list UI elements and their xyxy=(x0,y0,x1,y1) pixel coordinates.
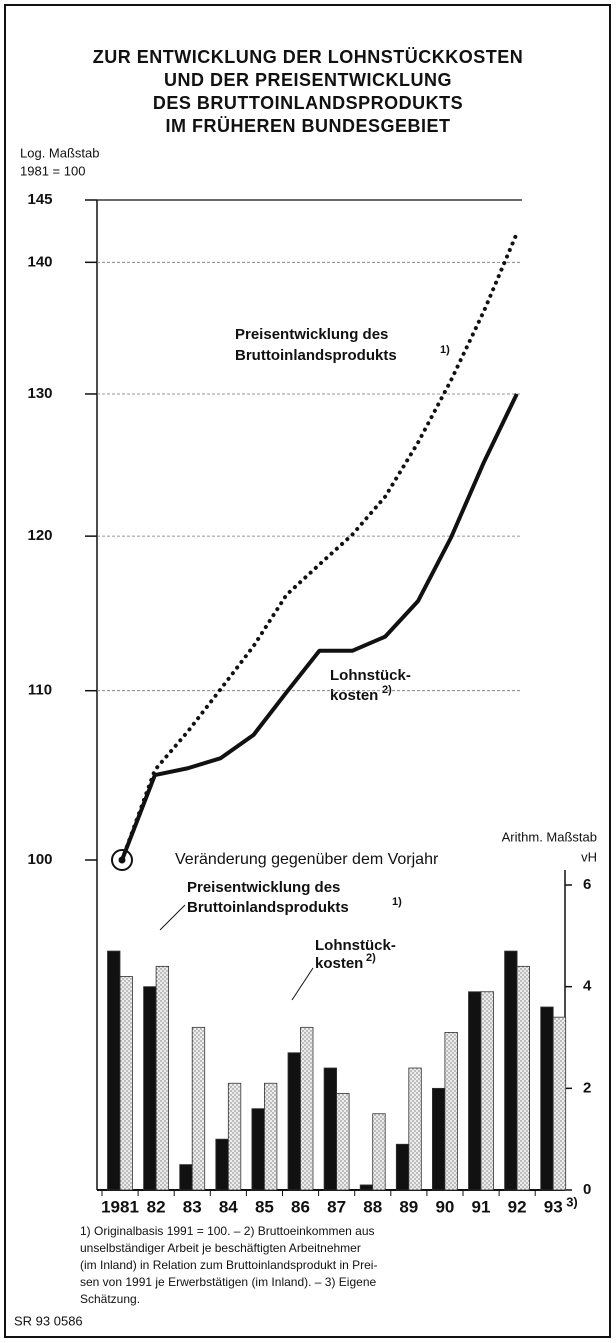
leader xyxy=(159,904,186,931)
x-tick-label: 87 xyxy=(327,1197,346,1216)
bar xyxy=(215,1138,229,1191)
y-tick-label: 120 xyxy=(27,527,52,544)
x-tick-label: 82 xyxy=(147,1197,166,1216)
x-tick-label: 93 xyxy=(544,1197,563,1216)
annotation-note: 2) xyxy=(366,952,376,964)
title-line: DES BRUTTOINLANDSPRODUKTS xyxy=(153,93,463,113)
bar xyxy=(287,1052,301,1191)
annotation: Lohnstück- xyxy=(315,937,396,954)
footnote-line: Schätzung. xyxy=(80,1292,140,1306)
annotation-note: 2) xyxy=(382,684,392,696)
annotation: Lohnstück- xyxy=(330,667,411,684)
bar xyxy=(300,1026,314,1191)
y-tick-label: 140 xyxy=(27,253,52,270)
annotation-note: 1) xyxy=(440,344,450,356)
y-tick-label: 0 xyxy=(583,1181,591,1198)
leader xyxy=(291,967,314,1001)
bar xyxy=(191,1026,206,1191)
bar xyxy=(359,1184,374,1191)
bar xyxy=(540,1006,554,1191)
scale-label: Log. Maßstab xyxy=(20,145,100,160)
scale-label: 1981 = 100 xyxy=(20,163,85,178)
title-line: IM FRÜHEREN BUNDESGEBIET xyxy=(165,116,450,136)
frame xyxy=(4,4,611,1338)
footnote-line: unselbständiger Arbeit je beschäftigten … xyxy=(80,1241,361,1255)
annotation: kosten xyxy=(315,955,363,972)
annotation: Preisentwicklung des xyxy=(235,326,388,343)
source: SR 93 0586 xyxy=(14,1313,83,1328)
x-tick-note: 3) xyxy=(566,1194,578,1209)
title-line: ZUR ENTWICKLUNG DER LOHNSTÜCKKOSTEN xyxy=(93,47,523,67)
bar xyxy=(227,1082,242,1191)
bar xyxy=(107,950,121,1191)
x-tick-label: 83 xyxy=(183,1197,202,1216)
bar xyxy=(372,1113,386,1191)
bar xyxy=(468,991,482,1191)
bar xyxy=(323,1067,338,1191)
title-line: UND DER PREISENTWICKLUNG xyxy=(164,70,452,90)
bar xyxy=(155,965,170,1191)
bar xyxy=(431,1087,446,1191)
y-tick-label: 2 xyxy=(583,1079,591,1096)
annotation: Bruttoinlandsprodukts xyxy=(235,347,397,364)
annotation: Bruttoinlandsprodukts xyxy=(187,899,349,916)
annotation: Preisentwicklung des xyxy=(187,879,340,896)
bar xyxy=(552,1016,567,1191)
x-tick-label: 91 xyxy=(472,1197,491,1216)
y-tick-label: 100 xyxy=(27,851,52,868)
x-tick-label: 85 xyxy=(255,1197,274,1216)
bar xyxy=(263,1082,278,1191)
x-tick-label: 1981 xyxy=(101,1197,139,1216)
footnote-line: (im Inland) in Relation zum Bruttoinland… xyxy=(80,1258,377,1272)
y-tick-label: 6 xyxy=(583,876,591,893)
x-tick-label: 88 xyxy=(363,1197,382,1216)
footnote-line: sen von 1991 je Erwerbstätigen (im Inlan… xyxy=(80,1275,376,1289)
y-tick-label: 130 xyxy=(27,385,52,402)
annotation-note: 1) xyxy=(392,896,402,908)
x-tick-label: 89 xyxy=(399,1197,418,1216)
y-tick-label: 110 xyxy=(28,682,52,699)
scale-label: vH xyxy=(581,849,597,864)
footnote-line: 1) Originalbasis 1991 = 100. – 2) Brutto… xyxy=(80,1224,375,1238)
y-tick-label: 4 xyxy=(583,978,592,995)
bar xyxy=(504,950,518,1191)
footnotes: 1) Originalbasis 1991 = 100. – 2) Brutto… xyxy=(80,1224,377,1306)
bar xyxy=(408,1067,422,1191)
bar xyxy=(516,965,530,1191)
x-tick-label: 84 xyxy=(219,1197,238,1216)
x-tick-label: 92 xyxy=(508,1197,527,1216)
scale-label: Arithm. Maßstab xyxy=(502,829,597,844)
annotation: kosten xyxy=(330,687,378,704)
y-tick-label: 145 xyxy=(27,191,52,208)
bar xyxy=(251,1108,265,1191)
bar xyxy=(444,1032,458,1191)
bar xyxy=(395,1143,410,1191)
base-label: Veränderung gegenüber dem Vorjahr xyxy=(175,851,439,868)
x-tick-label: 90 xyxy=(435,1197,454,1216)
series-line xyxy=(120,231,519,862)
bar xyxy=(480,991,494,1191)
bar xyxy=(179,1164,193,1191)
bar xyxy=(119,976,133,1191)
bar xyxy=(336,1093,350,1191)
bar xyxy=(143,986,157,1191)
series-line xyxy=(120,393,519,861)
x-tick-label: 86 xyxy=(291,1197,310,1216)
